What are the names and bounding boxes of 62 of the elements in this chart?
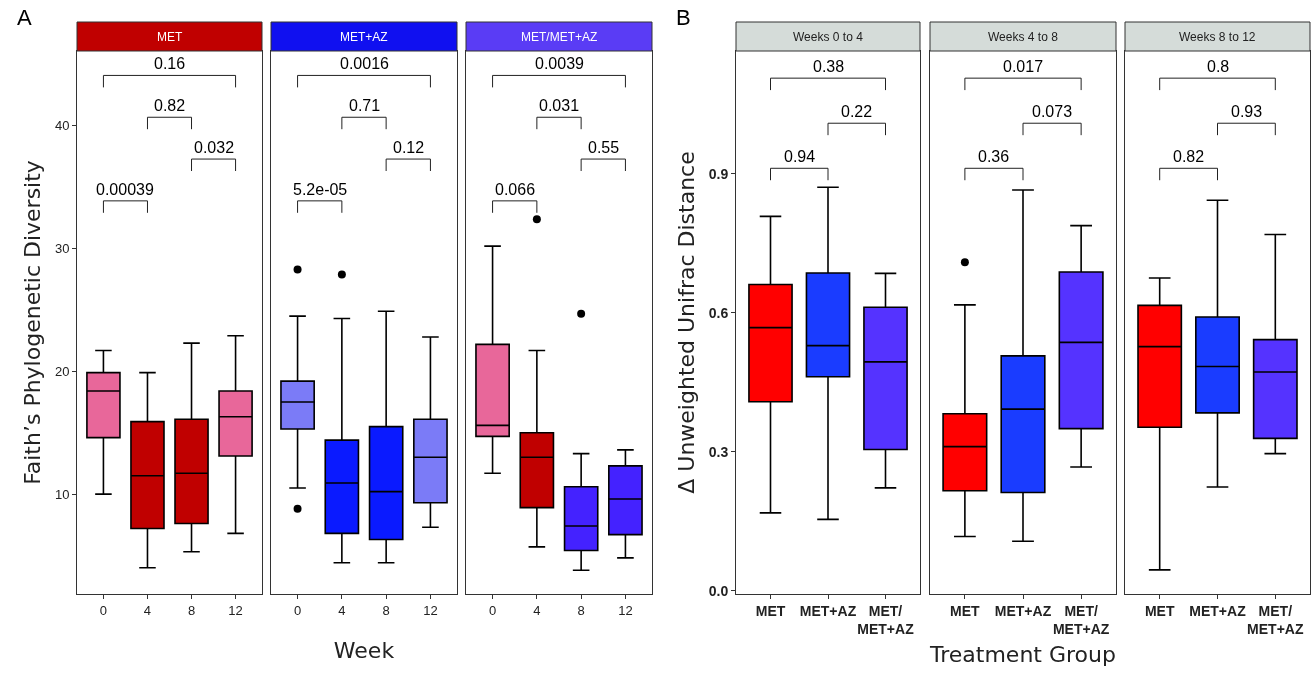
y-tick-label: 0.0	[708, 582, 729, 599]
x-tick-label: 0	[293, 602, 302, 618]
annotation: 0.031	[539, 97, 580, 114]
x-tick-label: 4	[143, 602, 152, 618]
annotation: 5.2e-05	[293, 181, 348, 198]
y-tick-label: 40	[54, 118, 70, 134]
annotation: 0.066	[495, 181, 536, 198]
chart-subtitle: B	[676, 5, 691, 30]
chart-title: MET/MET+AZ	[521, 30, 598, 44]
y-tick-label: 0.3	[708, 443, 729, 460]
x-tick-label: 12	[228, 602, 243, 618]
annotation: 0.032	[194, 139, 235, 156]
y-tick-label: 20	[54, 363, 70, 379]
chart-title: MET+AZ	[340, 30, 388, 44]
annotation: 0.0039	[535, 55, 585, 72]
x-tick-label: 0	[99, 602, 108, 618]
y-tick-label: 0.6	[708, 304, 729, 321]
x-tick-label: MET/MET+AZ	[1052, 602, 1110, 637]
annotation: 0.12	[393, 139, 425, 156]
y-axis-title: Δ Unweighted Unifrac Distance	[673, 151, 699, 494]
x-axis-title: Treatment Group	[929, 641, 1116, 667]
x-tick-label: MET/MET+AZ	[857, 602, 915, 637]
x-tick-label: 8	[187, 602, 196, 618]
x-tick-label: 4	[338, 602, 346, 618]
y-tick-label: 10	[54, 486, 70, 502]
x-tick-label: 12	[423, 602, 438, 618]
x-tick-label: MET	[1144, 602, 1175, 619]
annotation: 0.55	[588, 139, 620, 156]
annotation: 0.0016	[340, 55, 390, 72]
chart-title: MET	[157, 30, 183, 44]
x-tick-label: MET	[755, 602, 786, 619]
annotation: 0.00039	[96, 181, 154, 198]
chart-title: Weeks 8 to 12	[1179, 30, 1256, 44]
x-tick-label: MET+AZ	[994, 602, 1052, 619]
chart-subtitle: A	[17, 5, 32, 30]
y-axis-title: Faith’s Phylogenetic Diversity	[19, 160, 45, 485]
x-tick-label: MET+AZ	[799, 602, 857, 619]
x-tick-label: 0	[488, 602, 497, 618]
chart-title: Weeks 0 to 4	[793, 30, 864, 44]
chart-title: Weeks 4 to 8	[988, 30, 1059, 44]
annotation: 0.38	[813, 58, 845, 75]
annotation: 0.8	[1207, 58, 1230, 75]
annotation: 0.71	[349, 97, 381, 114]
y-tick-label: 0.9	[708, 165, 729, 182]
annotation: 0.36	[978, 148, 1010, 165]
annotation: 0.93	[1231, 103, 1263, 120]
annotation: 0.16	[154, 55, 186, 72]
annotation: 0.82	[1173, 148, 1205, 165]
x-tick-label: MET/MET+AZ	[1247, 602, 1304, 637]
annotation: 0.073	[1032, 103, 1073, 120]
annotation: 0.017	[1003, 58, 1044, 75]
x-tick-label: MET+AZ	[1189, 602, 1247, 619]
x-axis-title: Week	[333, 638, 395, 664]
x-tick-label: 8	[382, 602, 390, 618]
x-tick-label: 8	[577, 602, 585, 618]
annotation: 0.82	[154, 97, 186, 114]
y-tick-label: 30	[54, 241, 70, 257]
x-tick-label: 12	[618, 602, 633, 618]
x-tick-label: 4	[533, 602, 541, 618]
x-tick-label: MET	[950, 602, 981, 619]
annotation: 0.22	[841, 103, 873, 120]
annotation: 0.94	[784, 148, 816, 165]
